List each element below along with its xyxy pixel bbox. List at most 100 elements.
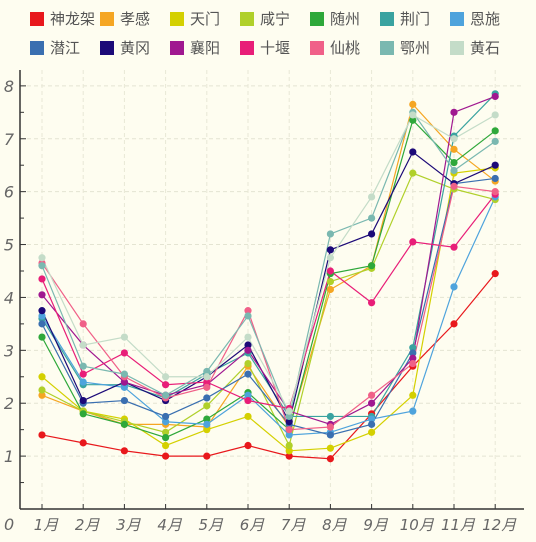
legend-item[interactable]: 鄂州 [380, 38, 450, 57]
data-point [120, 447, 128, 455]
legend-swatch [380, 40, 394, 55]
y-tick-label: 4 [4, 288, 14, 307]
data-point [285, 431, 293, 439]
data-point [120, 378, 128, 386]
data-point [409, 391, 417, 399]
legend-item[interactable]: 恩施 [450, 9, 520, 28]
data-point [409, 359, 417, 368]
data-point [79, 362, 87, 370]
legend-swatch [450, 40, 464, 55]
legend-item[interactable]: 荆门 [380, 9, 450, 28]
legend-item[interactable]: 天门 [170, 9, 240, 28]
data-point [120, 396, 128, 405]
legend-swatch [310, 11, 324, 26]
data-point [244, 307, 252, 315]
data-point [409, 116, 417, 124]
data-point [326, 246, 334, 254]
legend-swatch [240, 11, 254, 26]
data-point [162, 373, 170, 381]
data-point [79, 439, 87, 447]
data-point [38, 275, 46, 283]
series-line [41, 193, 496, 410]
data-point [285, 447, 293, 455]
data-point [244, 396, 252, 405]
y-tick-label: 2 [4, 394, 14, 413]
data-point [162, 428, 170, 436]
y-tick-label: 6 [4, 183, 14, 202]
data-point [409, 349, 417, 357]
data-point [203, 420, 211, 428]
legend-swatch [380, 11, 394, 26]
data-point [38, 391, 46, 399]
data-point [244, 441, 252, 450]
data-point [368, 262, 376, 270]
legend-swatch [30, 11, 44, 26]
data-point [450, 166, 458, 175]
data-point [244, 346, 252, 354]
data-point [285, 426, 293, 434]
legend-label: 随州 [330, 10, 361, 28]
data-point [79, 378, 87, 386]
data-point [368, 428, 376, 436]
y-tick-label: 1 [4, 447, 14, 466]
legend-label: 鄂州 [400, 39, 431, 57]
legend-item[interactable]: 黄石 [450, 38, 520, 57]
legend-swatch [100, 40, 114, 55]
data-point [244, 359, 252, 368]
legend-swatch [170, 40, 184, 55]
series-line [41, 196, 496, 436]
legend-label: 仙桃 [330, 39, 361, 57]
data-point [491, 174, 499, 183]
data-point [409, 407, 417, 415]
data-point [450, 158, 458, 167]
data-point [326, 412, 334, 421]
legend-item[interactable]: 十堰 [240, 38, 310, 57]
legend-label: 荆门 [400, 10, 431, 28]
data-point [326, 431, 334, 439]
legend-item[interactable]: 仙桃 [310, 38, 380, 57]
data-point [162, 412, 170, 421]
data-point [491, 137, 499, 146]
series-line [41, 167, 496, 452]
data-point [409, 111, 417, 119]
legend: 神龙架 孝感 天门 咸宁 随州 荆门 恩施潜江 黄冈 襄阳 十堰 仙桃 鄂州 黄石 [30, 9, 530, 57]
x-tick-label: 6月 [240, 516, 266, 534]
data-point [491, 111, 499, 119]
series-line [41, 111, 496, 419]
data-point [79, 320, 87, 328]
data-point [326, 444, 334, 452]
data-point [409, 100, 417, 108]
legend-item[interactable]: 随州 [310, 9, 380, 28]
data-point [368, 399, 376, 407]
data-point [203, 378, 211, 386]
series-line [41, 151, 496, 424]
x-tick-label: 5月 [199, 516, 225, 534]
series-line [41, 119, 496, 439]
legend-item[interactable]: 神龙架 [30, 9, 100, 28]
data-point [203, 373, 211, 381]
legend-swatch [170, 11, 184, 26]
data-point [491, 161, 499, 169]
legend-item[interactable]: 黄冈 [100, 38, 170, 57]
data-point [326, 455, 334, 463]
data-point [368, 193, 376, 201]
x-tick-label: 2月 [75, 516, 101, 534]
y-tick-label: 3 [4, 341, 14, 360]
data-point [450, 243, 458, 251]
data-point [244, 412, 252, 421]
data-point [244, 341, 252, 349]
data-point [38, 386, 46, 394]
data-point [491, 127, 499, 135]
data-point [203, 402, 211, 410]
y-tick-label: 8 [4, 77, 14, 96]
data-point [409, 169, 417, 177]
legend-item[interactable]: 潜江 [30, 38, 100, 57]
x-tick-label: 1月 [34, 516, 60, 534]
legend-swatch [30, 40, 44, 55]
data-point [38, 320, 46, 328]
legend-item[interactable]: 咸宁 [240, 9, 310, 28]
legend-item[interactable]: 襄阳 [170, 38, 240, 57]
legend-item[interactable]: 孝感 [100, 9, 170, 28]
data-point [38, 333, 46, 341]
data-point [38, 312, 46, 320]
